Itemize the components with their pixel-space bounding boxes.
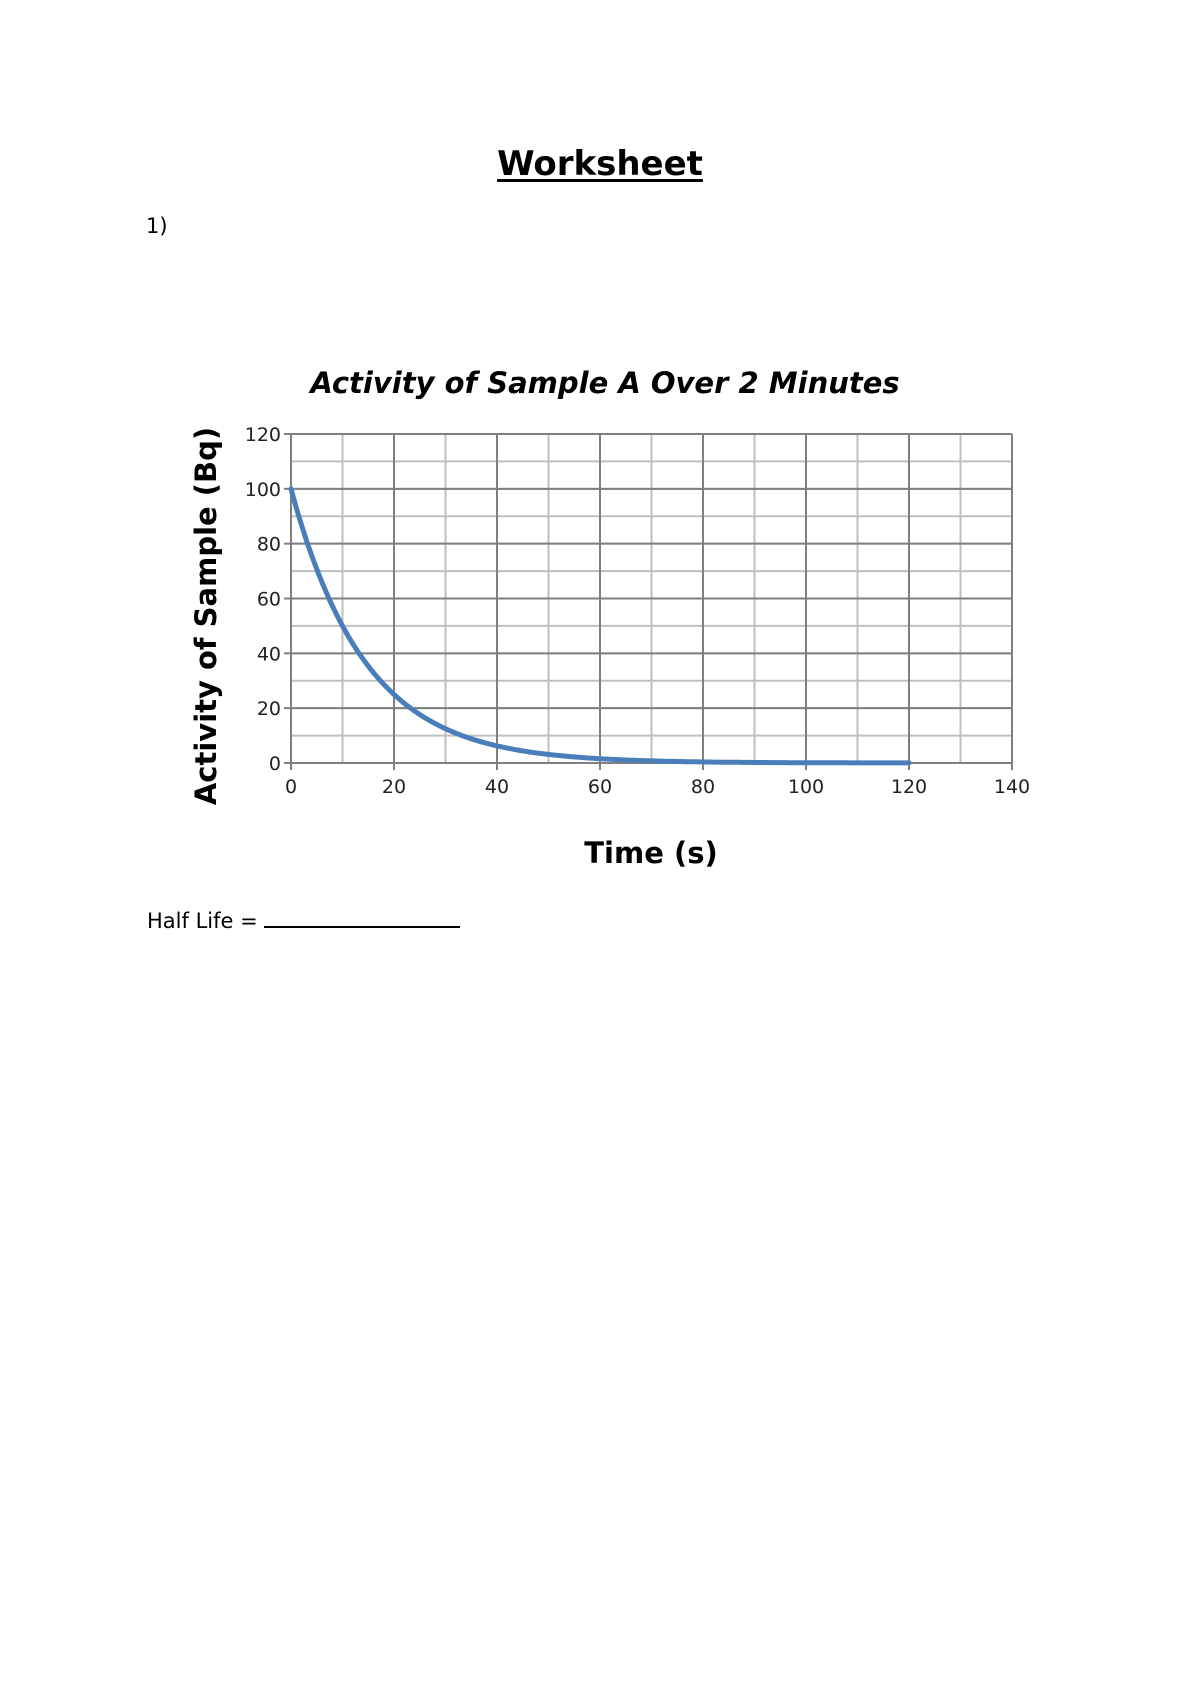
data-series-line xyxy=(288,486,912,766)
half-life-answer-blank[interactable] xyxy=(263,908,460,928)
page-title: Worksheet xyxy=(497,144,703,184)
chart-grid xyxy=(290,433,1013,764)
svg-text:0: 0 xyxy=(285,776,297,798)
half-life-label: Half Life = xyxy=(147,909,258,933)
axis-ticks: 0 20 40 60 80 100 120 140 0 20 40 60 80 100 120 xyxy=(245,424,1030,798)
svg-text:140: 140 xyxy=(994,776,1030,798)
question-number: 1) xyxy=(146,214,168,238)
svg-text:20: 20 xyxy=(382,776,406,798)
svg-text:80: 80 xyxy=(257,534,281,556)
svg-text:40: 40 xyxy=(485,776,509,798)
svg-text:0: 0 xyxy=(269,753,281,775)
x-axis-label: Time (s) xyxy=(584,836,717,870)
svg-text:120: 120 xyxy=(245,424,281,446)
svg-text:100: 100 xyxy=(788,776,824,798)
svg-text:20: 20 xyxy=(257,698,281,720)
decay-chart: Activity of Sample A Over 2 Minutes 0 20 4… xyxy=(189,366,1030,870)
chart-title: Activity of Sample A Over 2 Minutes xyxy=(308,366,899,400)
y-axis-label: Activity of Sample (Bq) xyxy=(189,427,223,805)
svg-text:120: 120 xyxy=(891,776,927,798)
svg-text:100: 100 xyxy=(245,479,281,501)
svg-text:80: 80 xyxy=(691,776,715,798)
svg-text:60: 60 xyxy=(588,776,612,798)
svg-text:40: 40 xyxy=(257,643,281,665)
half-life-answer: Half Life = xyxy=(147,908,460,933)
svg-text:60: 60 xyxy=(257,589,281,611)
